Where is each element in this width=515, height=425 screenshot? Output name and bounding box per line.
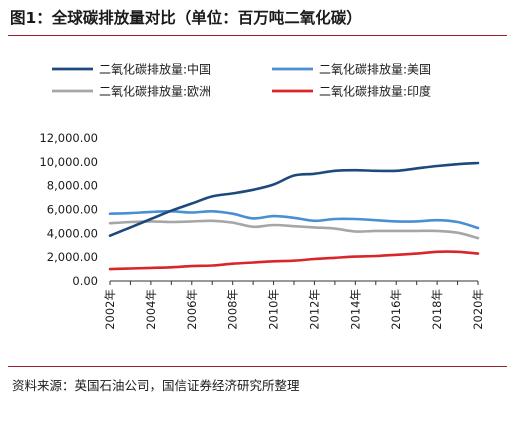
series-line (108, 161, 480, 237)
y-axis: 0.00 2,000.00 4,000.00 6,000.00 8,000.00 10,0… (39, 131, 98, 288)
x-tick-label: 2020年 (471, 289, 485, 330)
x-tick-label: 2014年 (348, 289, 362, 330)
legend-label: 二氧化碳排放量:印度 (319, 84, 431, 99)
footer-divider (8, 366, 507, 367)
y-tick-label: 10,000.00 (39, 155, 98, 169)
x-tick-label: 2016年 (389, 289, 403, 330)
plot-lines (108, 161, 480, 271)
x-tick-label: 2018年 (430, 289, 444, 330)
series-line (108, 250, 480, 271)
legend-label: 二氧化碳排放量:中国 (99, 62, 211, 77)
title-divider (8, 35, 507, 36)
y-tick-label: 12,000.00 (39, 131, 98, 145)
x-axis: 2002年 2004年 2006年 2008年 2010年 2012年 2014年 2016年… (103, 280, 485, 330)
x-tick-label: 2008年 (226, 289, 240, 330)
x-tick-label: 2012年 (307, 289, 321, 330)
x-tick-label: 2002年 (103, 289, 117, 330)
x-tick-label: 2004年 (144, 289, 158, 330)
y-tick-label: 4,000.00 (47, 226, 98, 240)
legend-label: 二氧化碳排放量:美国 (319, 62, 431, 77)
legend-label: 二氧化碳排放量:欧洲 (99, 84, 211, 99)
y-tick-label: 2,000.00 (47, 250, 98, 264)
y-tick-label: 6,000.00 (47, 203, 98, 217)
y-tick-label: 8,000.00 (47, 179, 98, 193)
y-tick-label: 0.00 (72, 274, 98, 288)
chart-title: 图1：全球碳排放量对比（单位：百万吨二氧化碳） (10, 9, 362, 27)
series-line (108, 219, 480, 240)
x-tick-label: 2010年 (267, 289, 281, 330)
x-tick-label: 2006年 (185, 289, 199, 330)
source-note: 资料来源：英国石油公司，国信证券经济研究所整理 (12, 378, 300, 393)
